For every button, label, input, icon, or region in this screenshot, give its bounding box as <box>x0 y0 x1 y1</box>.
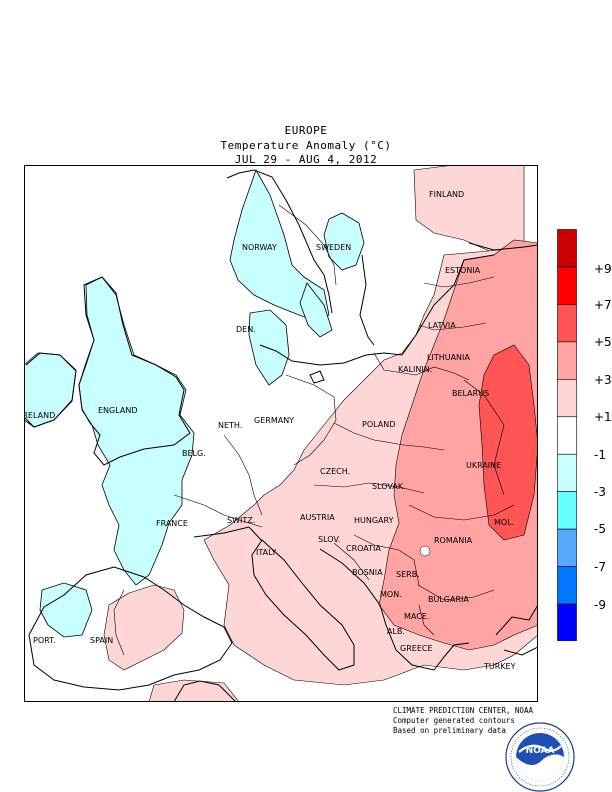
country-label: NORWAY <box>242 243 277 252</box>
legend-color-box <box>557 416 577 455</box>
country-label: MON. <box>380 590 402 599</box>
map-region-title: EUROPE <box>284 124 328 137</box>
credit-line: CLIMATE PREDICTION CENTER, NOAA <box>393 706 533 715</box>
country-label: SPAIN <box>90 636 113 645</box>
anomaly-color-legend <box>557 229 577 641</box>
country-label: SWEDEN <box>316 243 351 252</box>
legend-color-box <box>557 453 577 492</box>
country-label: SLOVAK. <box>372 482 406 491</box>
legend-label: -1 <box>594 448 606 462</box>
country-borders <box>113 204 515 656</box>
legend-color-box <box>557 266 577 305</box>
legend-color-box <box>557 491 577 530</box>
legend-label: +7 <box>594 298 612 312</box>
country-label: MACE. <box>404 612 429 621</box>
country-label: LITHUANIA <box>427 353 470 362</box>
country-label: ESTONIA <box>445 266 481 275</box>
legend-label: +1 <box>594 410 612 424</box>
country-label: ALB. <box>387 627 405 636</box>
legend-color-box <box>557 603 577 641</box>
country-label: ITALY <box>256 548 276 557</box>
noaa-seal-logo: NOAA <box>505 722 575 792</box>
credit-line: Based on preliminary data <box>393 726 506 735</box>
temperature-anomaly-map: FINLAND NORWAY SWEDEN ESTONIA LATVIA DEN… <box>24 165 538 702</box>
map-quantity-title: Temperature Anomaly (°C) <box>220 139 392 152</box>
country-label: CROATIA <box>346 544 381 553</box>
country-label: BELG. <box>182 449 206 458</box>
country-label: FRANCE <box>156 519 188 528</box>
legend-label: +5 <box>594 335 612 349</box>
legend-color-box <box>557 304 577 343</box>
country-label: GREECE <box>400 644 433 653</box>
country-label: SLOV. <box>318 535 340 544</box>
legend-label: -5 <box>594 522 606 536</box>
country-label: AUSTRIA <box>300 513 335 522</box>
legend-color-box <box>557 379 577 418</box>
country-label: GERMANY <box>254 416 294 425</box>
country-label: LATVIA <box>428 321 456 330</box>
legend-label: -3 <box>594 485 606 499</box>
legend-label: +3 <box>594 373 612 387</box>
legend-color-box <box>557 341 577 380</box>
country-label: KALININ. <box>398 365 432 374</box>
country-label: HUNGARY <box>354 516 394 525</box>
coastlines <box>24 169 538 702</box>
legend-label: +9 <box>594 262 612 276</box>
credit-line: Computer generated contours <box>393 716 515 725</box>
legend-color-box <box>557 528 577 567</box>
country-label: ROMANIA <box>434 536 473 545</box>
country-label: BELARUS <box>452 389 489 398</box>
country-label: TURKEY <box>483 662 516 671</box>
legend-label: -9 <box>594 598 606 612</box>
country-label: PORT. <box>33 636 56 645</box>
country-label: SERB. <box>396 570 420 579</box>
legend-color-box <box>557 566 577 605</box>
warm-anomaly-regions <box>103 165 538 702</box>
country-label: SWITZ. <box>227 516 255 525</box>
country-labels: FINLAND NORWAY SWEDEN ESTONIA LATVIA DEN… <box>24 190 516 671</box>
country-label: CZECH. <box>320 467 350 476</box>
country-label: NETH. <box>218 421 242 430</box>
legend-color-box <box>557 229 577 268</box>
country-label: POLAND <box>362 420 395 429</box>
legend-label: -7 <box>594 560 606 574</box>
map-period: JUL 29 - AUG 4, 2012 <box>234 153 378 166</box>
country-label: FINLAND <box>429 190 464 199</box>
map-frame <box>24 165 538 702</box>
country-label: UKRAINE <box>466 461 501 470</box>
country-label: MOL. <box>494 518 514 527</box>
cool-anomaly-regions <box>24 169 365 638</box>
country-label: ENGLAND <box>98 406 138 415</box>
country-label: IRELAND <box>24 411 55 420</box>
seal-text: NOAA <box>526 746 555 756</box>
country-label: DEN. <box>236 325 256 334</box>
country-label: BOSNIA <box>352 568 383 577</box>
country-label: BULGARIA <box>428 595 469 604</box>
